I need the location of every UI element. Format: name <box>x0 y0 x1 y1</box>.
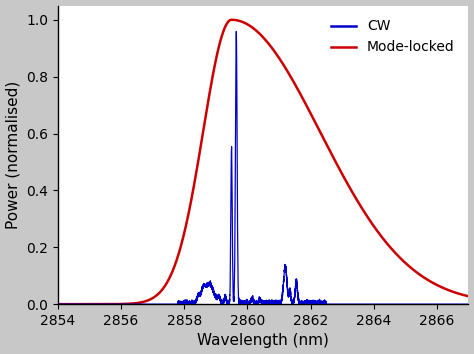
X-axis label: Wavelength (nm): Wavelength (nm) <box>197 333 329 348</box>
Y-axis label: Power (normalised): Power (normalised) <box>6 81 20 229</box>
Legend: CW, Mode-locked: CW, Mode-locked <box>324 12 462 61</box>
